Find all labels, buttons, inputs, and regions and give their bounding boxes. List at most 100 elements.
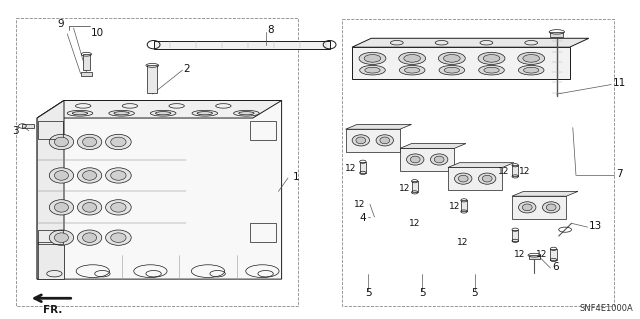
Bar	[461, 200, 467, 211]
Ellipse shape	[410, 156, 420, 163]
Ellipse shape	[106, 200, 131, 215]
Text: 12: 12	[409, 219, 420, 228]
Ellipse shape	[406, 154, 424, 165]
Ellipse shape	[439, 65, 465, 75]
Text: 1: 1	[293, 172, 300, 182]
Bar	[529, 255, 540, 259]
Text: 12: 12	[498, 167, 509, 176]
Ellipse shape	[524, 67, 539, 73]
Ellipse shape	[438, 52, 465, 64]
Text: 6: 6	[552, 262, 559, 272]
Bar	[38, 121, 63, 139]
Text: 5: 5	[365, 288, 371, 299]
Bar	[550, 32, 563, 37]
Text: 7: 7	[616, 169, 623, 179]
Ellipse shape	[404, 55, 420, 62]
Ellipse shape	[197, 112, 212, 115]
Ellipse shape	[543, 202, 560, 213]
Polygon shape	[37, 100, 282, 279]
Ellipse shape	[479, 173, 496, 184]
Text: 12: 12	[457, 238, 468, 247]
Text: 12: 12	[399, 184, 411, 193]
Ellipse shape	[376, 135, 394, 146]
Ellipse shape	[352, 135, 369, 146]
Polygon shape	[400, 144, 466, 148]
Bar	[22, 124, 34, 128]
Ellipse shape	[359, 52, 386, 64]
Ellipse shape	[404, 67, 420, 73]
Ellipse shape	[54, 233, 68, 242]
Ellipse shape	[67, 110, 93, 116]
Ellipse shape	[518, 65, 544, 75]
Text: 3: 3	[13, 126, 19, 136]
Polygon shape	[37, 100, 282, 118]
Ellipse shape	[109, 110, 134, 116]
Text: 12: 12	[354, 200, 365, 209]
Ellipse shape	[106, 134, 131, 150]
Ellipse shape	[111, 171, 126, 180]
Polygon shape	[400, 148, 454, 171]
Polygon shape	[448, 167, 502, 190]
Text: 5: 5	[419, 288, 426, 299]
Text: 2: 2	[184, 63, 190, 74]
Bar	[512, 165, 518, 176]
Ellipse shape	[364, 55, 381, 62]
Polygon shape	[448, 163, 514, 167]
Ellipse shape	[77, 230, 102, 245]
Polygon shape	[38, 242, 64, 279]
Ellipse shape	[49, 134, 74, 150]
Bar	[360, 162, 366, 173]
Ellipse shape	[54, 171, 68, 180]
Text: 11: 11	[613, 78, 627, 88]
Polygon shape	[346, 129, 400, 152]
Ellipse shape	[454, 173, 472, 184]
Ellipse shape	[83, 171, 97, 180]
Text: 4: 4	[360, 212, 366, 223]
Ellipse shape	[106, 230, 131, 245]
Ellipse shape	[356, 137, 365, 144]
Ellipse shape	[458, 175, 468, 182]
Text: FR.: FR.	[44, 305, 63, 315]
Polygon shape	[37, 100, 64, 279]
Ellipse shape	[114, 112, 129, 115]
Text: 12: 12	[514, 250, 525, 259]
Ellipse shape	[444, 55, 460, 62]
Ellipse shape	[111, 137, 126, 147]
Ellipse shape	[77, 200, 102, 215]
Bar	[83, 54, 90, 70]
Ellipse shape	[156, 112, 171, 115]
Ellipse shape	[150, 110, 176, 116]
Bar	[250, 121, 276, 140]
Ellipse shape	[483, 55, 500, 62]
Ellipse shape	[365, 67, 380, 73]
Ellipse shape	[431, 154, 448, 165]
Ellipse shape	[380, 137, 390, 144]
Text: 12: 12	[519, 167, 531, 176]
Bar	[412, 181, 418, 192]
Ellipse shape	[478, 52, 505, 64]
Ellipse shape	[239, 112, 254, 115]
Ellipse shape	[479, 65, 504, 75]
Ellipse shape	[484, 67, 499, 73]
Ellipse shape	[522, 204, 532, 211]
Ellipse shape	[106, 168, 131, 183]
Text: 9: 9	[58, 19, 64, 29]
Ellipse shape	[483, 175, 492, 182]
Ellipse shape	[83, 233, 97, 242]
Text: 12: 12	[345, 164, 356, 173]
Ellipse shape	[435, 156, 444, 163]
Polygon shape	[512, 191, 578, 196]
Ellipse shape	[77, 134, 102, 150]
Bar	[250, 223, 276, 242]
Ellipse shape	[49, 200, 74, 215]
Ellipse shape	[83, 137, 97, 147]
Text: 12: 12	[449, 202, 460, 211]
Ellipse shape	[83, 203, 97, 212]
Text: 5: 5	[472, 288, 478, 299]
Ellipse shape	[399, 52, 426, 64]
Bar	[81, 72, 92, 76]
Ellipse shape	[111, 203, 126, 212]
Ellipse shape	[111, 233, 126, 242]
Text: 8: 8	[268, 25, 274, 35]
Polygon shape	[352, 38, 589, 47]
